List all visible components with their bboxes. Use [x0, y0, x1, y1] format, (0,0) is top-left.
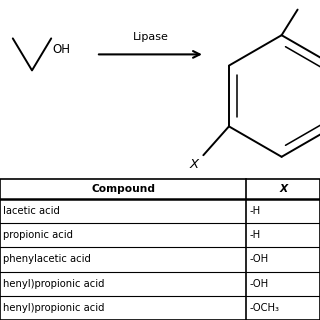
- Text: OH: OH: [53, 43, 71, 56]
- Text: propionic acid: propionic acid: [3, 230, 73, 240]
- Text: -OCH₃: -OCH₃: [250, 303, 280, 313]
- Text: phenylacetic acid: phenylacetic acid: [3, 254, 91, 264]
- Text: -OH: -OH: [250, 279, 269, 289]
- Text: -H: -H: [250, 206, 261, 216]
- Text: X: X: [279, 184, 287, 194]
- Text: henyl)propionic acid: henyl)propionic acid: [3, 303, 105, 313]
- Text: X: X: [189, 158, 198, 172]
- Text: -H: -H: [250, 230, 261, 240]
- Text: lacetic acid: lacetic acid: [3, 206, 60, 216]
- Bar: [0, 179, 320, 320]
- Text: Lipase: Lipase: [132, 32, 168, 42]
- Text: henyl)propionic acid: henyl)propionic acid: [3, 279, 105, 289]
- Text: -OH: -OH: [250, 254, 269, 264]
- Text: Compound: Compound: [91, 184, 155, 194]
